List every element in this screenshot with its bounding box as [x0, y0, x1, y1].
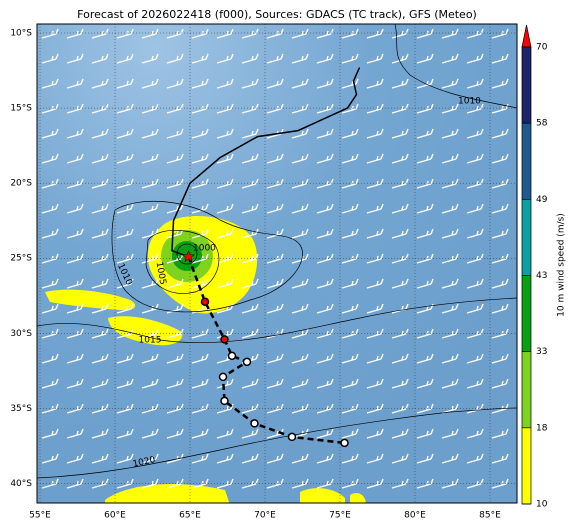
tc-track	[171, 67, 361, 448]
past-track	[171, 67, 361, 258]
lat-label: 10°S	[10, 29, 32, 39]
lat-label: 25°S	[10, 254, 32, 264]
forecast-point	[227, 351, 237, 361]
lat-label: 20°S	[10, 179, 32, 189]
colorbar-bin	[522, 427, 531, 504]
isobar-label: 1015	[139, 336, 162, 346]
lat-label: 30°S	[10, 329, 32, 339]
colorbar-tick-label: 58	[536, 119, 548, 129]
lon-label: 70°E	[254, 511, 276, 521]
colorbar-bin	[522, 199, 531, 276]
forecast-point	[220, 396, 229, 406]
colorbar-tick-label: 49	[536, 195, 548, 205]
lat-label: 40°S	[10, 479, 32, 489]
lat-label: 35°S	[10, 404, 32, 414]
graticule	[37, 24, 517, 503]
isobar-label: 1005	[154, 261, 168, 285]
forecast-point	[340, 438, 349, 448]
forecast-track	[187, 256, 345, 445]
colorbar: 10 18 33 43 49 58 70	[521, 24, 548, 510]
isobar-label: 1000	[193, 244, 216, 254]
axis-labels: 55°E 60°E 65°E 70°E 75°E 80°E 85°E 10°S 15°S 20°S…	[10, 29, 501, 521]
colorbar-label: 10 m wind speed (m/s)	[557, 213, 567, 317]
colorbar-tick-label: 33	[536, 347, 547, 357]
colorbar-bin	[522, 47, 531, 124]
storm-position	[182, 250, 195, 263]
forecast-point	[218, 372, 228, 382]
colorbar-tick-label: 10	[536, 500, 548, 510]
colorbar-bin	[522, 123, 531, 200]
colorbar-bin	[522, 275, 531, 352]
lon-label: 85°E	[479, 511, 501, 521]
lon-label: 75°E	[329, 511, 351, 521]
colorbar-extend	[521, 24, 532, 48]
wind-barbs	[37, 24, 517, 503]
lat-label: 15°S	[10, 104, 32, 114]
forecast-point	[220, 335, 229, 344]
lon-label: 55°E	[29, 511, 51, 521]
colorbar-tick-label: 18	[536, 423, 548, 433]
map-area: 1010 1010 1005 1000 1015 1020	[37, 24, 517, 503]
isobar-label: 1010	[458, 97, 481, 107]
colorbar-tick-label: 43	[536, 271, 547, 281]
isobar-label: 1020	[132, 455, 157, 470]
forecast-point	[242, 357, 252, 367]
colorbar-bin	[522, 351, 531, 428]
lon-label: 60°E	[104, 511, 126, 521]
isobars	[37, 24, 517, 479]
map-title: Forecast of 2026022418 (f000), Sources: …	[77, 8, 477, 21]
forecast-point	[287, 432, 297, 442]
lon-label: 80°E	[404, 511, 426, 521]
lon-label: 65°E	[179, 511, 201, 521]
forecast-point	[200, 297, 210, 307]
map-frame	[36, 23, 518, 504]
colorbar-tick-label: 70	[536, 43, 548, 53]
forecast-point	[250, 419, 259, 428]
